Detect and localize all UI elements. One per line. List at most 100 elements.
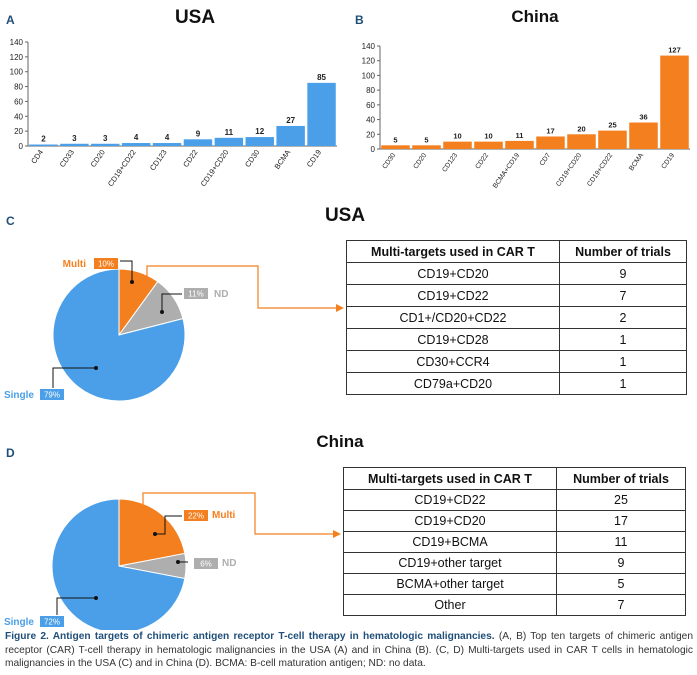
bar [245, 137, 274, 146]
percent-label: 10% [98, 260, 114, 269]
slice-label: ND [222, 558, 236, 569]
table-row: CD19+CD20 17 [343, 510, 686, 532]
connector-arrow-c [146, 265, 338, 309]
percent-badge [94, 258, 118, 269]
connector-arrow-d [142, 492, 335, 535]
callout-line [56, 597, 96, 615]
table-row: Other 7 [343, 594, 686, 616]
callout-dot [160, 310, 164, 314]
bar [660, 55, 689, 149]
connector-arrowhead-d [333, 530, 341, 538]
chart-a-title: USA [174, 7, 216, 28]
table-cell: CD19+CD20 [343, 510, 557, 532]
percent-label: 22% [188, 512, 204, 521]
bar [276, 125, 305, 146]
callout-dot [94, 366, 98, 370]
data-label: 20 [577, 124, 585, 133]
percent-label: 79% [44, 391, 60, 400]
table-cell: CD19+CD20 [346, 262, 560, 285]
bar-chart-china: 0204060801001201405CD305CD2010CD12310CD2… [362, 42, 690, 190]
connector-arrows [142, 265, 344, 538]
callout-dot [130, 280, 134, 284]
bar [214, 137, 244, 146]
slice-label: Single [4, 390, 34, 401]
y-tick-label: 80 [366, 86, 375, 95]
multi-targets-table-usa: Multi-targets used in CAR T Number of tr… [346, 240, 687, 395]
bar [152, 143, 182, 146]
table-cell: 25 [556, 489, 686, 511]
data-label: 17 [546, 126, 554, 135]
table-cell: 1 [559, 350, 687, 373]
data-label: 27 [286, 116, 295, 125]
bar [536, 136, 565, 149]
data-label: 9 [196, 129, 201, 138]
table-cell: CD19+other target [343, 552, 557, 574]
table-header: Multi-targets used in CAR T [346, 240, 560, 263]
percent-label: 72% [44, 618, 60, 627]
percent-label: 11% [188, 290, 203, 299]
y-tick-label: 0 [371, 145, 376, 154]
y-tick-label: 140 [10, 38, 24, 47]
data-label: 5 [424, 135, 428, 144]
bar [567, 134, 596, 149]
data-label: 10 [453, 132, 461, 141]
data-label: 4 [165, 133, 170, 142]
percent-badge [184, 510, 208, 521]
callout-dot [94, 596, 98, 600]
table-cell: BCMA+other target [343, 573, 557, 595]
pie-slice [118, 498, 186, 567]
table-cell: CD19+CD28 [346, 328, 560, 351]
bar [381, 145, 410, 149]
pie-chart-usa: 10% Multi 11% ND 79% Single [4, 258, 228, 402]
table-cell: 2 [559, 306, 687, 329]
chart-d-title: China [316, 432, 364, 451]
data-label: 11 [516, 131, 524, 140]
table-cell: CD1+/CD20+CD22 [346, 306, 560, 329]
table-row: CD19+CD20 9 [346, 262, 687, 285]
table-row: CD19+CD28 1 [346, 328, 687, 351]
y-tick-label: 0 [19, 142, 24, 151]
y-tick-label: 60 [366, 101, 375, 110]
slice-label: Multi [63, 259, 87, 270]
table-cell: CD19+BCMA [343, 531, 557, 553]
table-cell: CD30+CCR4 [346, 350, 560, 373]
table-row: BCMA+other target 5 [343, 573, 686, 595]
bar [91, 143, 120, 146]
bar [183, 139, 213, 146]
panel-letter-d: D [6, 446, 15, 460]
table-row: CD19+CD22 25 [343, 489, 686, 511]
bar [121, 143, 151, 146]
bar [307, 82, 336, 146]
data-label: 127 [668, 46, 681, 55]
y-tick-label: 40 [14, 112, 23, 121]
panel-letter-c: C [6, 214, 15, 228]
data-label: 25 [608, 121, 616, 130]
table-cell: 9 [559, 262, 687, 285]
table-header: Number of trials [556, 467, 686, 490]
y-tick-label: 40 [366, 116, 375, 125]
table-cell: 17 [556, 510, 686, 532]
table-cell: 1 [559, 328, 687, 351]
percent-badge [40, 389, 64, 400]
slice-label: Single [4, 617, 34, 628]
callout-dot [153, 532, 157, 536]
data-label: 11 [225, 128, 234, 137]
data-label: 12 [255, 127, 264, 136]
chart-c-title: USA [324, 205, 366, 226]
percent-badge [40, 616, 64, 627]
data-label: 36 [639, 113, 647, 122]
chart-b-title: China [511, 7, 559, 26]
table-header: Number of trials [559, 240, 687, 263]
table-row: CD1+/CD20+CD22 2 [346, 306, 687, 329]
y-tick-label: 80 [14, 83, 23, 92]
y-tick-label: 120 [10, 53, 24, 62]
table-row: CD19+other target 9 [343, 552, 686, 574]
callout-line [120, 260, 133, 282]
table-cell: Other [343, 594, 557, 616]
slice-label: ND [214, 289, 228, 300]
table-row: CD30+CCR4 1 [346, 350, 687, 373]
callout-line [155, 515, 182, 535]
bar [598, 130, 627, 149]
table-cell: 5 [556, 573, 686, 595]
pie-slice [51, 498, 186, 630]
